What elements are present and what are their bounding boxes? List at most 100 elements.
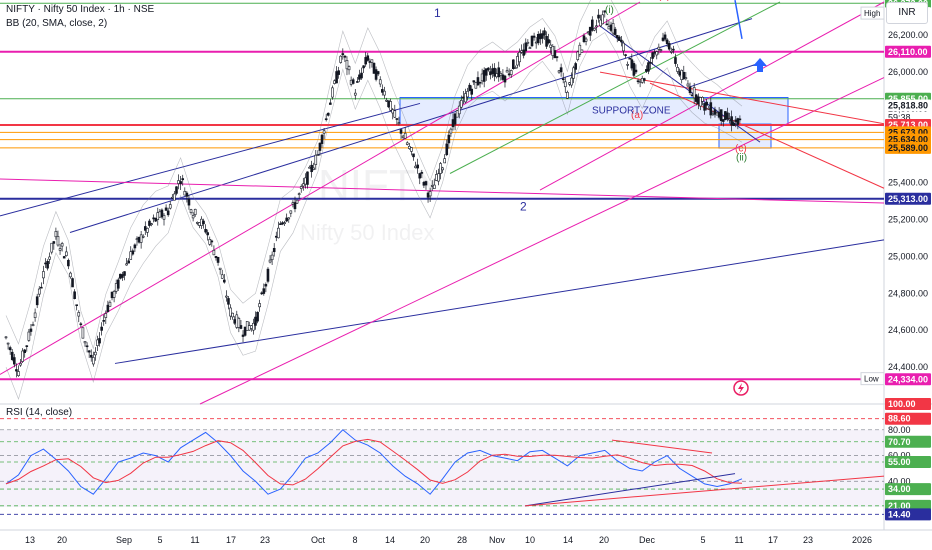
candle-body — [607, 26, 611, 30]
price-badge[interactable] — [885, 99, 931, 112]
candle-body — [645, 69, 648, 72]
candle-body — [216, 256, 220, 263]
price-badge[interactable] — [885, 141, 931, 154]
rsi-trend-line[interactable] — [611, 439, 713, 454]
rsi-badge-label[interactable]: 100.00 — [888, 399, 916, 409]
candle-body — [443, 158, 446, 164]
time-tick-label[interactable]: Oct — [311, 535, 326, 545]
rsi-badge[interactable] — [885, 398, 931, 410]
candle-body — [551, 46, 555, 56]
candle-body — [42, 271, 45, 279]
wave-label-b[interactable]: (b) — [658, 0, 670, 2]
candle-body — [218, 267, 222, 270]
candle-body — [191, 215, 195, 219]
price-badge[interactable] — [885, 45, 931, 58]
candle-body — [21, 350, 24, 362]
rsi-badge[interactable] — [885, 483, 931, 496]
trend-line[interactable] — [0, 102, 421, 217]
time-tick-label[interactable]: 28 — [457, 535, 467, 545]
wave-label-a[interactable]: (a) — [631, 110, 643, 121]
wave-label-i[interactable]: (i) — [605, 5, 614, 16]
time-tick-label[interactable]: Dec — [639, 535, 656, 545]
wave-label-2[interactable]: 2 — [520, 199, 527, 213]
price-badge-label[interactable]: 25,673.00 — [888, 127, 928, 137]
time-tick-label[interactable]: 20 — [57, 535, 67, 545]
candle-body — [387, 100, 390, 108]
rsi-line[interactable] — [5, 429, 743, 495]
time-tick-label[interactable]: 23 — [260, 535, 270, 545]
rsi-badge-label[interactable]: 55.00 — [888, 457, 911, 467]
price-badge-label[interactable]: 25,313.00 — [888, 194, 928, 204]
trend-line[interactable] — [199, 77, 885, 405]
rsi-badge[interactable] — [885, 412, 931, 425]
time-tick-label[interactable]: 20 — [420, 535, 430, 545]
price-badge-label[interactable]: 24,334.00 — [888, 374, 928, 384]
trend-line[interactable] — [114, 239, 885, 364]
trend-line[interactable] — [689, 62, 761, 88]
time-tick-label[interactable]: 23 — [803, 535, 813, 545]
wave-label-1[interactable]: 1 — [434, 6, 441, 20]
price-badge-label[interactable]: 25,855.00 — [888, 94, 928, 104]
price-badge-label[interactable]: 25,713.00 — [888, 120, 928, 130]
rsi-badge-label[interactable]: 34.00 — [888, 484, 911, 494]
time-tick-label[interactable]: 10 — [525, 535, 535, 545]
candle-body — [175, 186, 178, 194]
candle-body — [626, 64, 629, 66]
up-arrow-icon[interactable] — [753, 58, 767, 72]
candle-body — [168, 204, 172, 209]
time-tick-label[interactable]: 8 — [352, 535, 357, 545]
rsi-badge-label[interactable]: 88.60 — [888, 414, 911, 424]
candle-body — [557, 70, 561, 73]
currency-selector[interactable]: INR — [886, 2, 928, 24]
rsi-badge-label[interactable]: 21.00 — [888, 501, 911, 511]
candle-body — [580, 49, 584, 53]
price-badge[interactable] — [885, 373, 931, 386]
indicator-legend[interactable]: BB (20, SMA, close, 2) — [6, 18, 108, 29]
candle-body — [437, 173, 440, 182]
rsi-ma-line[interactable] — [5, 438, 743, 486]
price-badge-label[interactable]: 25,818.80 — [888, 100, 928, 110]
support-zone-label[interactable]: SUPPORT ZONE — [592, 106, 671, 117]
rsi-badge[interactable] — [885, 456, 931, 468]
time-tick-label[interactable]: 5 — [700, 535, 705, 545]
time-tick-label[interactable]: 14 — [385, 535, 395, 545]
wave-label-ii[interactable]: (ii) — [736, 153, 747, 164]
alert-lightning-icon[interactable] — [733, 380, 749, 396]
wave-label-c[interactable]: (c) — [735, 143, 747, 154]
time-tick-label[interactable]: 5 — [157, 535, 162, 545]
candle-body — [480, 73, 484, 82]
rsi-badge[interactable] — [885, 508, 931, 521]
trend-line[interactable] — [0, 1, 641, 375]
time-tick-label[interactable]: Sep — [116, 535, 132, 545]
trend-line[interactable] — [599, 71, 885, 125]
rsi-trend-line[interactable] — [524, 475, 885, 507]
candle-body — [719, 109, 723, 122]
rsi-badge-label[interactable]: 70.70 — [888, 437, 911, 447]
price-badge-label[interactable]: 25,589.00 — [888, 143, 928, 153]
trend-line[interactable] — [449, 1, 781, 174]
rsi-legend[interactable]: RSI (14, close) — [6, 407, 72, 418]
price-badge-label[interactable]: 25,634.00 — [888, 135, 928, 145]
candle-body — [659, 49, 663, 51]
time-tick-label[interactable]: 11 — [190, 535, 199, 545]
time-tick-label[interactable]: 20 — [599, 535, 609, 545]
time-tick-label[interactable]: Nov — [489, 535, 506, 545]
price-badge-label[interactable]: 26,110.00 — [888, 47, 928, 57]
time-tick-label[interactable]: 2026 — [852, 535, 872, 545]
price-badge[interactable] — [885, 192, 931, 205]
time-tick-label[interactable]: 11 — [734, 535, 743, 545]
time-tick-label[interactable]: 17 — [226, 535, 236, 545]
trend-line[interactable] — [734, 0, 743, 40]
rsi-badge-label[interactable]: 14.40 — [888, 509, 911, 519]
symbol-legend[interactable]: NIFTY · Nifty 50 Index · 1h · NSE — [6, 4, 155, 15]
time-tick-label[interactable]: 13 — [25, 535, 35, 545]
rsi-trend-line[interactable] — [524, 473, 736, 507]
time-tick-label[interactable]: 14 — [563, 535, 573, 545]
candle-body — [539, 33, 542, 40]
trend-line[interactable] — [0, 178, 885, 204]
time-tick-label[interactable]: 17 — [768, 535, 778, 545]
rsi-badge[interactable] — [885, 435, 931, 448]
trend-line[interactable] — [539, 1, 885, 191]
trend-line[interactable] — [649, 82, 885, 189]
